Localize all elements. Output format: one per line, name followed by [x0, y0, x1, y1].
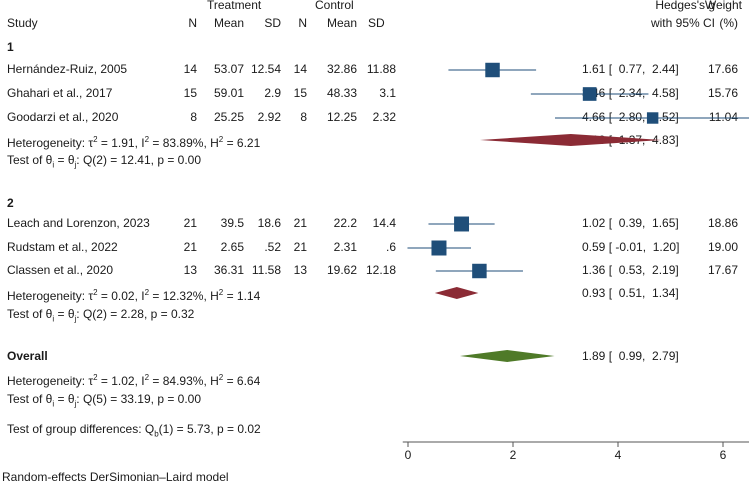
control-header: Control — [315, 0, 354, 12]
effect-header-line1: Hedges's g — [655, 0, 715, 12]
study-marker — [454, 216, 470, 232]
group-1-heterogeneity: Heterogeneity: τ2 = 1.91, I2 = 83.89%, H… — [7, 135, 261, 150]
n-control: 14 — [293, 62, 307, 76]
n-treatment: 21 — [183, 216, 197, 230]
weight-value: 19.00 — [707, 240, 738, 254]
x-tick-label: 4 — [615, 448, 622, 462]
n-control-header: N — [298, 16, 307, 30]
sd-control-header: SD — [368, 16, 385, 30]
sd-control: .6 — [385, 240, 396, 254]
mean-treatment: 36.31 — [213, 263, 244, 277]
n-control: 8 — [300, 110, 307, 124]
mean-treatment: 39.5 — [220, 216, 244, 230]
overall-heterogeneity: Heterogeneity: τ2 = 1.02, I2 = 84.93%, H… — [7, 373, 261, 388]
study-name: Rudstam et al., 2022 — [7, 240, 118, 254]
overall-diamond — [459, 350, 555, 362]
group-2-pooled-diamond — [434, 287, 479, 299]
group-2-homogeneity-test: Test of θi = θj: Q(2) = 2.28, p = 0.32 — [7, 307, 195, 324]
mean-control: 12.25 — [326, 110, 357, 124]
effect-ci-text: 0.59 [ -0.01, 1.20] — [582, 240, 680, 254]
study-marker — [472, 263, 487, 279]
x-tick-label: 6 — [720, 448, 727, 462]
study-name: Goodarzi et al., 2020 — [7, 110, 119, 124]
n-control: 15 — [293, 86, 307, 100]
effect-ci-text: 1.02 [ 0.39, 1.65] — [582, 216, 679, 230]
sd-control: 3.1 — [379, 86, 396, 100]
group-2-label: 2 — [7, 196, 14, 210]
effect-ci-text: 4.66 [ 2.80, 6.52] — [582, 110, 679, 124]
n-treatment: 15 — [183, 86, 197, 100]
study-marker — [646, 112, 659, 124]
x-tick-label: 0 — [405, 448, 412, 462]
study-header: Study — [7, 16, 38, 30]
mean-control: 32.86 — [326, 62, 357, 76]
n-treatment: 21 — [183, 240, 197, 254]
sd-control: 2.32 — [372, 110, 396, 124]
effect-ci-text: 1.61 [ 0.77, 2.44] — [582, 62, 679, 76]
n-control: 21 — [293, 240, 307, 254]
n-treatment: 13 — [183, 263, 197, 277]
n-treatment: 8 — [190, 110, 197, 124]
mean-treatment: 53.07 — [213, 62, 244, 76]
sd-control: 12.18 — [365, 263, 396, 277]
sd-treatment: .52 — [264, 240, 281, 254]
n-control: 21 — [293, 216, 307, 230]
sd-treatment: 11.58 — [251, 263, 281, 277]
weight-header-line2: (%) — [719, 16, 738, 30]
mean-treatment: 25.25 — [213, 110, 244, 124]
sd-control: 11.88 — [366, 62, 396, 76]
weight-value: 15.76 — [707, 86, 738, 100]
mean-control: 48.33 — [326, 86, 357, 100]
group-1-pooled-diamond — [479, 134, 662, 146]
effect-ci-text: 1.36 [ 0.53, 2.19] — [582, 263, 679, 277]
study-marker — [582, 87, 597, 101]
weight-value: 11.04 — [708, 110, 738, 124]
sd-treatment: 18.6 — [257, 216, 281, 230]
overall-ci-text: 1.89 [ 0.99, 2.79] — [582, 349, 679, 363]
mean-control: 19.62 — [326, 263, 357, 277]
weight-value: 17.67 — [707, 263, 738, 277]
weight-header-line1: Weight — [704, 0, 742, 12]
weight-value: 18.86 — [707, 216, 738, 230]
sd-control: 14.4 — [372, 216, 396, 230]
overall-homogeneity-test: Test of θi = θj: Q(5) = 33.19, p = 0.00 — [7, 392, 202, 409]
mean-control: 22.2 — [333, 216, 357, 230]
group-1-label: 1 — [7, 40, 14, 54]
study-name: Ghahari et al., 2017 — [7, 86, 113, 100]
study-marker — [485, 62, 500, 78]
model-footnote: Random-effects DerSimonian–Laird model — [2, 470, 229, 484]
sd-treatment: 2.92 — [257, 110, 281, 124]
treatment-header: Treatment — [207, 0, 262, 12]
effect-header-line2: with 95% CI — [650, 16, 715, 30]
mean-control: 2.31 — [333, 240, 357, 254]
group-2-heterogeneity: Heterogeneity: τ2 = 0.02, I2 = 12.32%, H… — [7, 288, 261, 303]
x-tick-label: 2 — [510, 448, 517, 462]
study-name: Leach and Lorenzon, 2023 — [7, 216, 150, 230]
group-1-homogeneity-test: Test of θi = θj: Q(2) = 12.41, p = 0.00 — [7, 153, 202, 170]
study-marker — [431, 240, 447, 256]
group-2-pooled-ci-text: 0.93 [ 0.51, 1.34] — [582, 286, 679, 300]
mean-treatment: 59.01 — [213, 86, 244, 100]
n-treatment: 14 — [183, 62, 197, 76]
sd-treatment-header: SD — [264, 16, 281, 30]
study-name: Classen et al., 2020 — [7, 263, 114, 277]
study-name: Hernández-Ruiz, 2005 — [7, 62, 128, 76]
group-differences-test: Test of group differences: Qb(1) = 5.73,… — [7, 422, 261, 439]
mean-treatment-header: Mean — [213, 16, 244, 30]
mean-control-header: Mean — [326, 16, 357, 30]
weight-value: 17.66 — [707, 62, 738, 76]
n-control: 13 — [293, 263, 307, 277]
sd-treatment: 2.9 — [264, 86, 281, 100]
n-treatment-header: N — [188, 16, 197, 30]
mean-treatment: 2.65 — [220, 240, 244, 254]
sd-treatment: 12.54 — [250, 62, 281, 76]
overall-label: Overall — [7, 349, 48, 363]
